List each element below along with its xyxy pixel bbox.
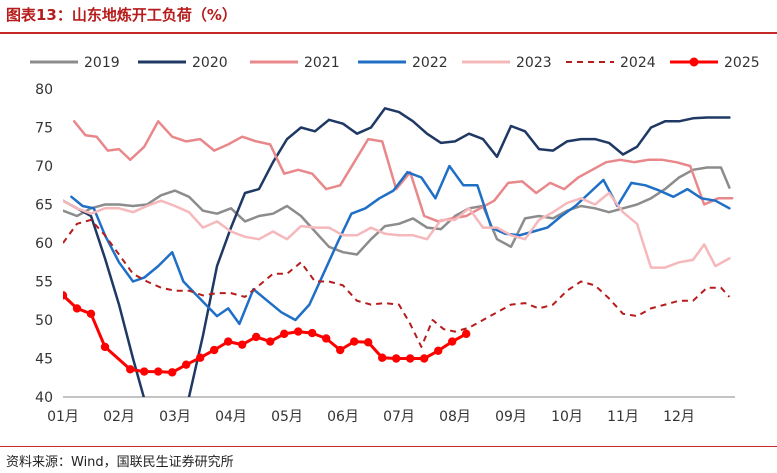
data-point-2025	[168, 368, 177, 377]
data-point-2025	[308, 328, 317, 338]
y-tick-label: 75	[35, 121, 53, 137]
x-tick-label: 09月	[495, 409, 527, 425]
data-point-2025	[86, 309, 96, 319]
data-point-2025	[392, 354, 401, 363]
x-tick-label: 11月	[607, 409, 639, 425]
data-point-2025	[378, 353, 387, 362]
data-point-2025	[224, 337, 233, 346]
source-note: 资料来源：Wind，国联民生证券研究所	[6, 455, 234, 470]
x-tick-label: 05月	[271, 409, 303, 425]
y-tick-label: 70	[35, 159, 53, 175]
series-line-2019	[63, 166, 731, 256]
title-divider	[0, 32, 777, 34]
figure-title: 图表13：山东地炼开工负荷（%）	[6, 6, 237, 24]
data-point-2025	[266, 337, 275, 346]
data-point-2025	[252, 332, 261, 342]
y-tick-label: 40	[35, 390, 53, 406]
x-tick-label: 10月	[551, 409, 583, 425]
data-point-2025	[100, 342, 110, 352]
y-tick-label: 60	[35, 236, 53, 252]
data-point-2025	[406, 354, 415, 363]
chart-axes: 40 45 50 55 60 65 70 75 80 01月 02月 03月 04月 05月 06月 07月 0…	[35, 82, 735, 425]
y-tick-label: 80	[35, 82, 53, 98]
y-tick-label: 50	[35, 313, 53, 329]
legend-label-2024: 2024	[620, 55, 656, 71]
data-point-2025	[238, 340, 247, 349]
data-point-2025	[126, 365, 135, 374]
data-point-2025	[140, 367, 149, 376]
x-tick-label: 07月	[383, 409, 415, 425]
data-point-2025	[280, 329, 289, 339]
x-tick-label: 04月	[215, 409, 247, 425]
x-tick-label: 12月	[663, 409, 695, 425]
data-point-2025	[154, 367, 163, 376]
data-point-2025	[434, 346, 443, 355]
data-point-2025	[420, 354, 429, 363]
series-line-2025	[63, 293, 468, 374]
legend-label-2025: 2025	[724, 55, 760, 71]
x-tick-label: 01月	[47, 409, 79, 425]
x-tick-label: 08月	[439, 409, 471, 425]
x-tick-label: 03月	[159, 409, 191, 425]
series-line-2022	[70, 164, 731, 326]
legend-label-2021: 2021	[304, 55, 340, 71]
y-tick-label: 65	[35, 198, 53, 214]
source-divider	[0, 446, 777, 447]
data-point-2025	[72, 304, 82, 313]
data-point-2025	[462, 329, 471, 339]
x-tick-label: 02月	[103, 409, 135, 425]
series-line-2020	[63, 107, 731, 397]
data-point-2025	[210, 345, 219, 355]
plot-area	[63, 107, 734, 397]
legend-label-2020: 2020	[192, 55, 228, 71]
series-line-2023	[63, 191, 731, 269]
series-line-2021	[72, 120, 734, 223]
data-point-2025	[63, 291, 68, 300]
data-point-2025	[448, 337, 457, 346]
data-point-2025	[322, 334, 331, 343]
series-line-2024	[63, 218, 731, 348]
data-point-2025	[336, 345, 345, 355]
data-point-2025	[364, 338, 373, 347]
data-point-2025	[294, 327, 303, 336]
data-point-2025	[196, 353, 205, 362]
x-tick-label: 06月	[327, 409, 359, 425]
legend-marker-2025	[689, 57, 699, 67]
legend-label-2022: 2022	[412, 55, 448, 71]
y-tick-label: 45	[35, 352, 53, 368]
legend-label-2023: 2023	[516, 55, 552, 71]
data-point-2025	[350, 337, 359, 346]
data-point-2025	[182, 360, 191, 369]
chart-legend: 2019 2020 2021 2022 2023 2024 2025	[30, 55, 760, 71]
legend-label-2019: 2019	[84, 55, 120, 71]
y-tick-label: 55	[35, 275, 53, 291]
